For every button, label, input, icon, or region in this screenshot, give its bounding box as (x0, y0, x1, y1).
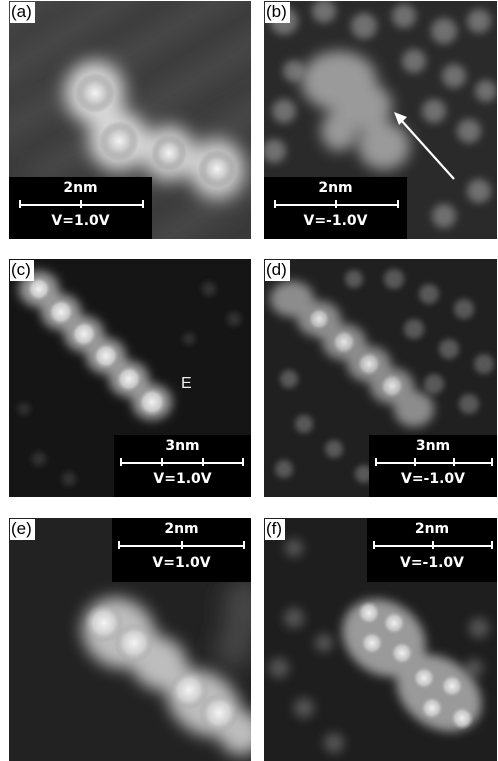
scale-box-e: 2nm V=1.0V (112, 518, 251, 582)
bias-voltage-f: V=-1.0V (399, 555, 464, 571)
scale-length-e: 2nm (164, 521, 199, 537)
panel-label-f: (f) (265, 519, 286, 540)
bias-voltage-d: V=-1.0V (400, 471, 465, 487)
arrow-head (394, 112, 407, 125)
scale-length-c: 3nm (165, 438, 200, 454)
panel-label-d: (d) (265, 260, 290, 281)
panel-label-c: (c) (10, 260, 34, 281)
scale-length-a: 2nm (63, 180, 98, 196)
scale-length-f: 2nm (414, 521, 450, 537)
bias-voltage-b: V=-1.0V (303, 213, 368, 229)
scale-box-a: 2nm V=1.0V (9, 177, 152, 239)
marker-label-e: E (181, 375, 192, 392)
scale-box-c: 3nm V=1.0V (114, 435, 251, 497)
panel-label-e: (e) (10, 519, 35, 540)
stm-panel-a: (a) 2nm V=1.0V (9, 1, 251, 239)
bias-voltage-c: V=1.0V (153, 471, 212, 487)
bias-voltage-e: V=1.0V (152, 555, 211, 571)
stm-panel-b: (b) 2nm V=-1.0V (264, 1, 497, 239)
arrow-line (400, 119, 455, 180)
panel-label-b: (b) (265, 2, 290, 23)
stm-panel-f: (f) 2nm V=-1.0V (264, 518, 497, 761)
scale-box-b: 2nm V=-1.0V (264, 177, 407, 239)
stm-image-e (9, 518, 251, 761)
scale-box-f: 2nm V=-1.0V (367, 518, 497, 582)
stm-panel-c: (c) E 3nm V=1.0V (9, 259, 251, 497)
stm-panel-d: (d) 3nm V=-1.0V (264, 259, 497, 497)
panel-label-a: (a) (10, 2, 35, 23)
scale-box-d: 3nm V=-1.0V (369, 435, 497, 497)
bias-voltage-a: V=1.0V (51, 213, 110, 229)
stm-panel-e: (e) 2nm V=1.0V (9, 518, 251, 761)
scale-length-b: 2nm (318, 180, 353, 196)
scale-length-d: 3nm (415, 438, 451, 454)
